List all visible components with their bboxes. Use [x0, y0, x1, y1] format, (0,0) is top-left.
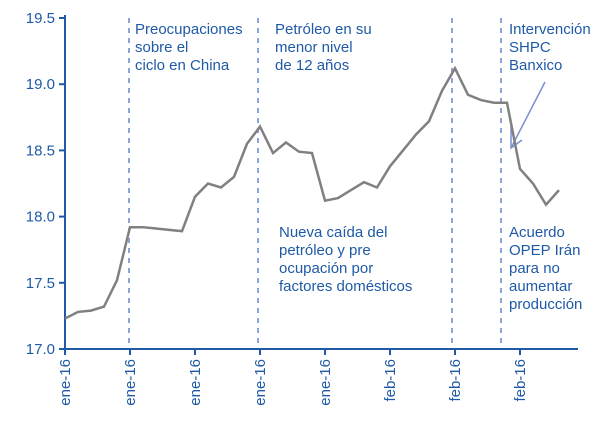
- annotation-line: ciclo en China: [135, 57, 230, 74]
- annotation-line: sobre el: [135, 39, 188, 56]
- annotation-line: producción: [509, 296, 582, 313]
- annotation-line: petróleo y pre: [279, 242, 371, 259]
- y-tick-label: 18.5: [26, 142, 55, 159]
- annotation: Nueva caída del petróleo y pre ocupación p…: [279, 224, 412, 295]
- x-tick-label: ene-16: [57, 359, 74, 406]
- annotation: Acuerdo OPEP Irán para no aumentar producció…: [509, 224, 582, 313]
- annotation-line: Preocupaciones: [135, 21, 243, 38]
- annotation-line: Intervención: [509, 21, 591, 38]
- annotation-line: de 12 años: [275, 57, 349, 74]
- annotation-line: OPEP Irán: [509, 242, 580, 259]
- annotation-line: Petróleo en su: [275, 21, 372, 38]
- y-tick-label: 17.0: [26, 341, 55, 358]
- annotation-line: menor nivel: [275, 39, 353, 56]
- x-tick-label: feb-16: [512, 359, 529, 402]
- annotation: Petróleo en su menor nivel de 12 años: [275, 21, 372, 74]
- x-tick-label: feb-16: [382, 359, 399, 402]
- x-tick-label: ene-16: [317, 359, 334, 406]
- y-tick-label: 19.5: [26, 10, 55, 27]
- x-tick-label: ene-16: [187, 359, 204, 406]
- x-tick-label: ene-16: [122, 359, 139, 406]
- y-tick-label: 17.5: [26, 275, 55, 292]
- annotation: Intervención SHPC Banxico: [509, 21, 591, 74]
- annotation-line: factores domésticos: [279, 278, 412, 295]
- annotation-line: aumentar: [509, 278, 572, 295]
- arrow: [510, 81, 546, 150]
- annotation-line: Banxico: [509, 57, 562, 74]
- annotation-line: Acuerdo: [509, 224, 565, 241]
- y-tick-label: 18.0: [26, 209, 55, 226]
- annotation-line: Nueva caída del: [279, 224, 387, 241]
- annotation-line: SHPC: [509, 39, 551, 56]
- annotation: Preocupaciones sobre el ciclo en China: [135, 21, 243, 74]
- y-tick-label: 19.0: [26, 76, 55, 93]
- x-tick-label: ene-16: [252, 359, 269, 406]
- annotation-line: ocupación por: [279, 260, 373, 277]
- x-tick-label: feb-16: [447, 359, 464, 402]
- annotation-line: para no: [509, 260, 560, 277]
- line: [64, 65, 560, 320]
